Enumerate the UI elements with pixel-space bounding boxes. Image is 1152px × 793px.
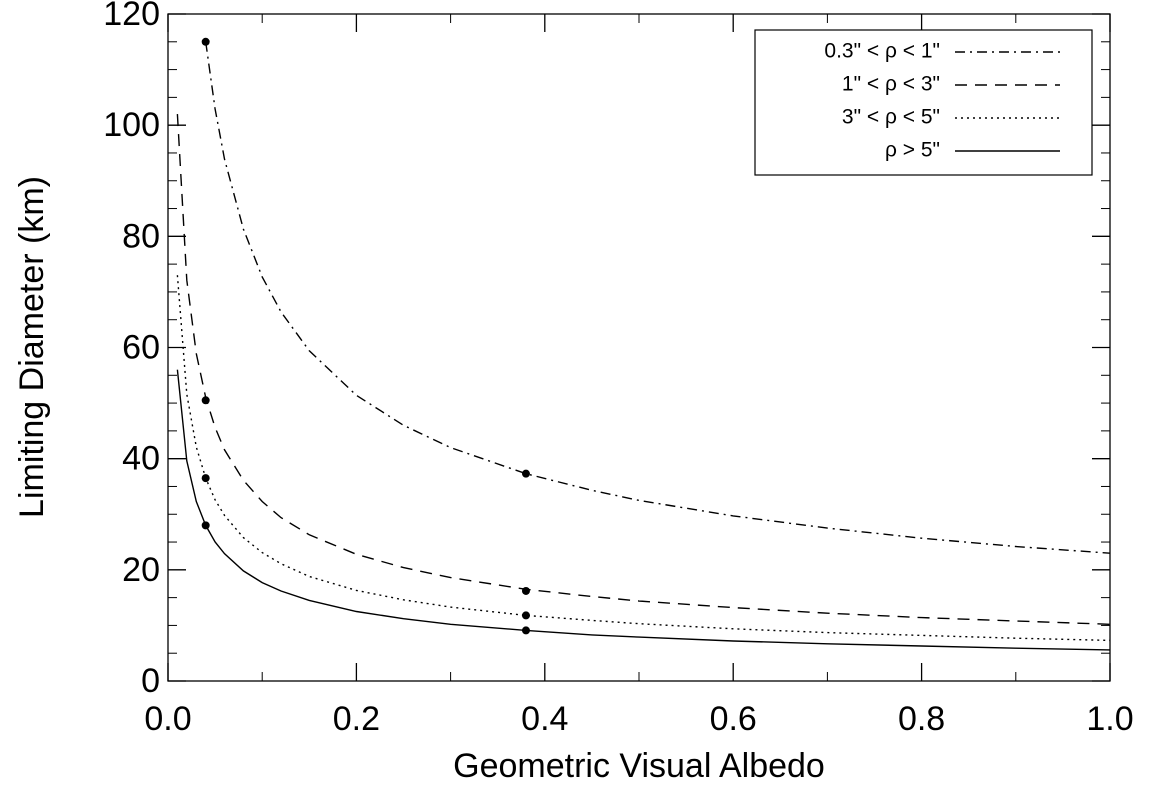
series-line (176, 275, 1110, 642)
data-point (521, 586, 530, 595)
legend-label: 3" < ρ < 5" (842, 106, 940, 129)
x-axis-title: Geometric Visual Albedo (453, 747, 825, 785)
data-point (201, 521, 210, 530)
legend-label: 0.3" < ρ < 1" (824, 40, 940, 63)
x-tick-label: 0.4 (521, 700, 568, 738)
y-tick-label: 40 (122, 440, 160, 478)
data-point (521, 469, 530, 478)
y-tick-label: 120 (103, 0, 160, 33)
y-tick-label: 0 (141, 662, 160, 700)
plot-frame (167, 13, 1111, 682)
series-line (176, 369, 1110, 651)
y-tick-label: 60 (122, 328, 160, 366)
x-tick-label: 1.0 (1086, 700, 1133, 738)
series-line (205, 41, 1110, 554)
x-tick-label: 0.2 (333, 700, 380, 738)
x-tick-label: 0.0 (144, 700, 191, 738)
y-tick-label: 80 (122, 217, 160, 255)
x-tick-label: 0.6 (710, 700, 757, 738)
data-point (201, 396, 210, 405)
x-tick-label: 0.8 (898, 700, 945, 738)
legend-label: 1" < ρ < 3" (842, 73, 940, 96)
y-axis-title: Limiting Diameter (km) (13, 176, 51, 518)
y-tick-label: 20 (122, 551, 160, 589)
series-line (176, 114, 1110, 625)
data-point (201, 474, 210, 483)
data-point (521, 626, 530, 635)
data-point (201, 37, 210, 46)
data-point (521, 611, 530, 620)
y-tick-label: 100 (103, 106, 160, 144)
legend-label: ρ > 5" (885, 139, 940, 162)
